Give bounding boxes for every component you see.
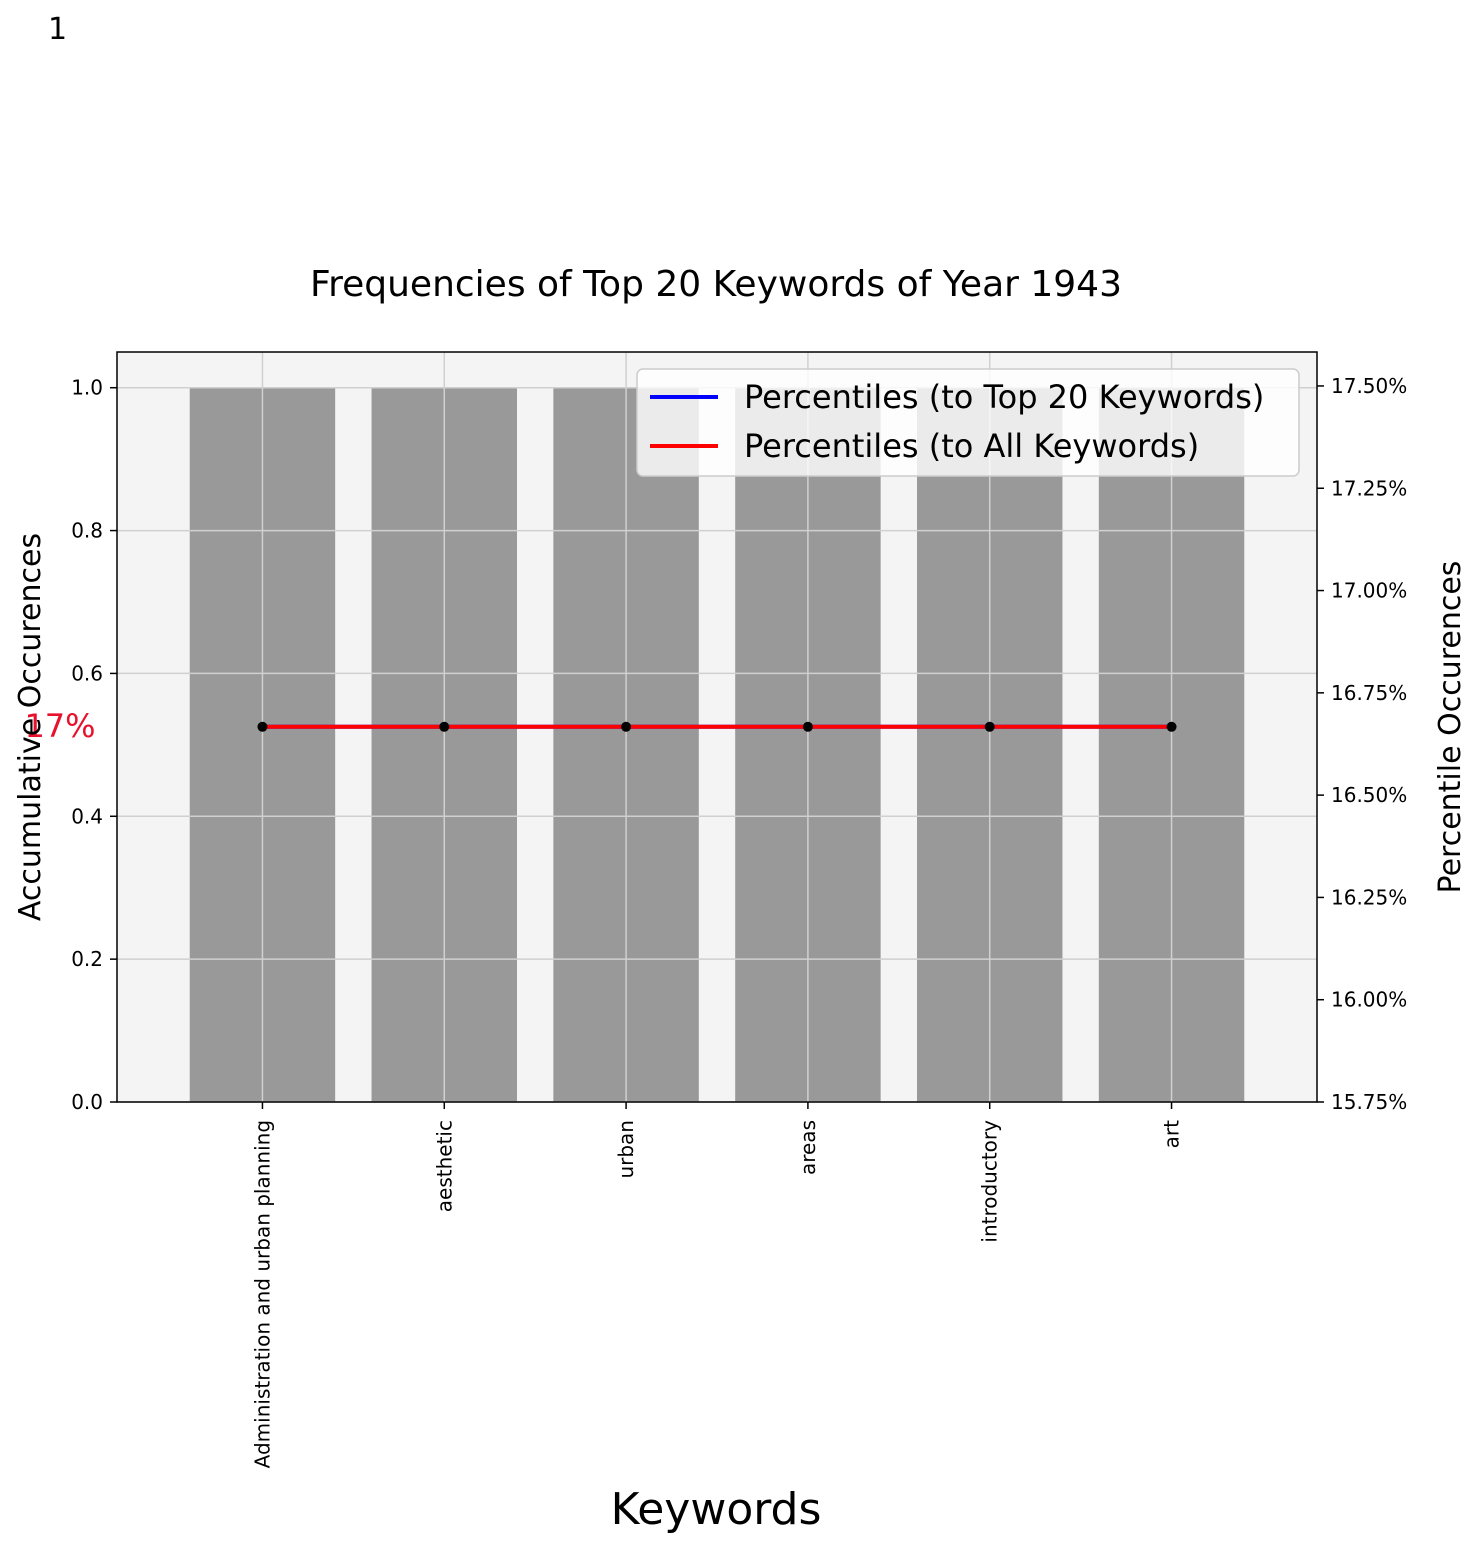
y-right-tick-label: 17.25% (1331, 476, 1407, 500)
y-tick-label: 0.6 (71, 661, 103, 685)
y-right-tick-label: 17.00% (1331, 579, 1407, 603)
x-axis-label: Keywords (611, 1484, 822, 1535)
legend-label-all: Percentiles (to All Keywords) (744, 427, 1199, 465)
y-tick-label: 0.8 (71, 519, 103, 543)
legend: Percentiles (to Top 20 Keywords) Percent… (636, 368, 1300, 477)
data-point (257, 721, 268, 732)
chart-title: Frequencies of Top 20 Keywords of Year 1… (310, 264, 1122, 305)
y-right-tick-label: 16.75% (1331, 681, 1407, 705)
y-tick-label: 1.0 (71, 376, 103, 400)
y-tick-label: 0.0 (71, 1090, 103, 1114)
x-tick-label: urban (614, 1120, 638, 1179)
plot-frame (116, 351, 1318, 1103)
data-point (984, 721, 995, 732)
x-tick-label: art (1160, 1120, 1184, 1148)
x-tick-label: introductory (978, 1120, 1002, 1243)
y-tick-label: 0.4 (71, 804, 103, 828)
data-point (802, 721, 813, 732)
x-tick-label: areas (796, 1120, 820, 1175)
legend-box (636, 368, 1300, 477)
y-right-tick-label: 17.50% (1331, 374, 1407, 398)
y-right-tick-label: 16.00% (1331, 988, 1407, 1012)
page-number: 1 (48, 12, 68, 47)
x-tick-label: Administration and urban planning (250, 1120, 274, 1468)
y-axis-right-label: Percentile Occurences (1433, 561, 1468, 894)
legend-label-top20: Percentiles (to Top 20 Keywords) (744, 378, 1264, 416)
data-point (1166, 721, 1177, 732)
x-tick-label: aesthetic (432, 1120, 456, 1212)
y-right-tick-label: 15.75% (1331, 1090, 1407, 1114)
y-right-tick-label: 16.50% (1331, 783, 1407, 807)
data-point (621, 721, 632, 732)
y-tick-label: 0.2 (71, 947, 103, 971)
y-axis-label: Accumulative Occurences (13, 533, 48, 921)
data-point (439, 721, 450, 732)
percentile-annotation: 17% (24, 707, 95, 745)
y-right-tick-label: 16.25% (1331, 885, 1407, 909)
